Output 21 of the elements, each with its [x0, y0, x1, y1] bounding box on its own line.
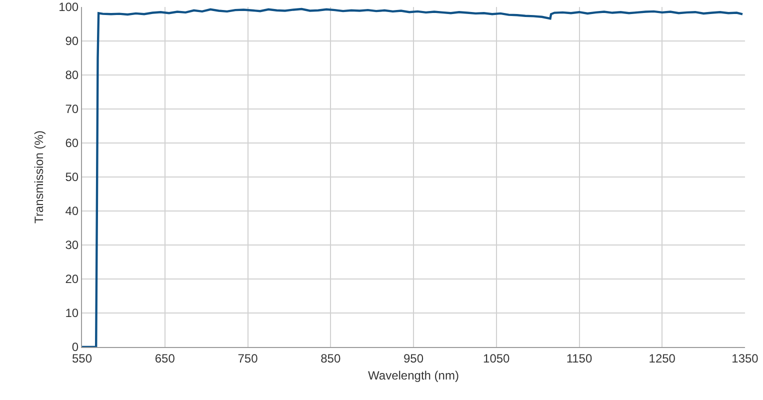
- y-tick-label: 30: [65, 238, 79, 252]
- x-tick-label: 1250: [648, 351, 676, 366]
- y-tick-label: 20: [65, 272, 79, 286]
- x-tick-label: 650: [154, 351, 176, 366]
- y-tick-label: 50: [65, 170, 79, 184]
- x-tick-label: 750: [238, 351, 258, 366]
- y-tick-label: 80: [65, 68, 79, 82]
- y-tick-label: 60: [65, 136, 79, 150]
- line-series: [82, 8, 744, 347]
- y-tick-label: 10: [65, 306, 79, 320]
- y-tick-label: 100: [58, 0, 79, 14]
- y-tick-label: 90: [65, 34, 79, 48]
- x-tick-label: 1350: [732, 351, 759, 366]
- y-tick-label: 70: [65, 102, 79, 116]
- y-tick-label: 40: [65, 204, 79, 218]
- x-tick-label: 850: [320, 351, 341, 366]
- y-axis-title: Transmission (%): [32, 130, 46, 224]
- x-tick-label: 1150: [566, 351, 592, 366]
- x-tick-label: 1050: [483, 351, 510, 366]
- x-tick-label: 950: [403, 351, 424, 366]
- x-axis-title: Wavelength (nm): [368, 368, 459, 382]
